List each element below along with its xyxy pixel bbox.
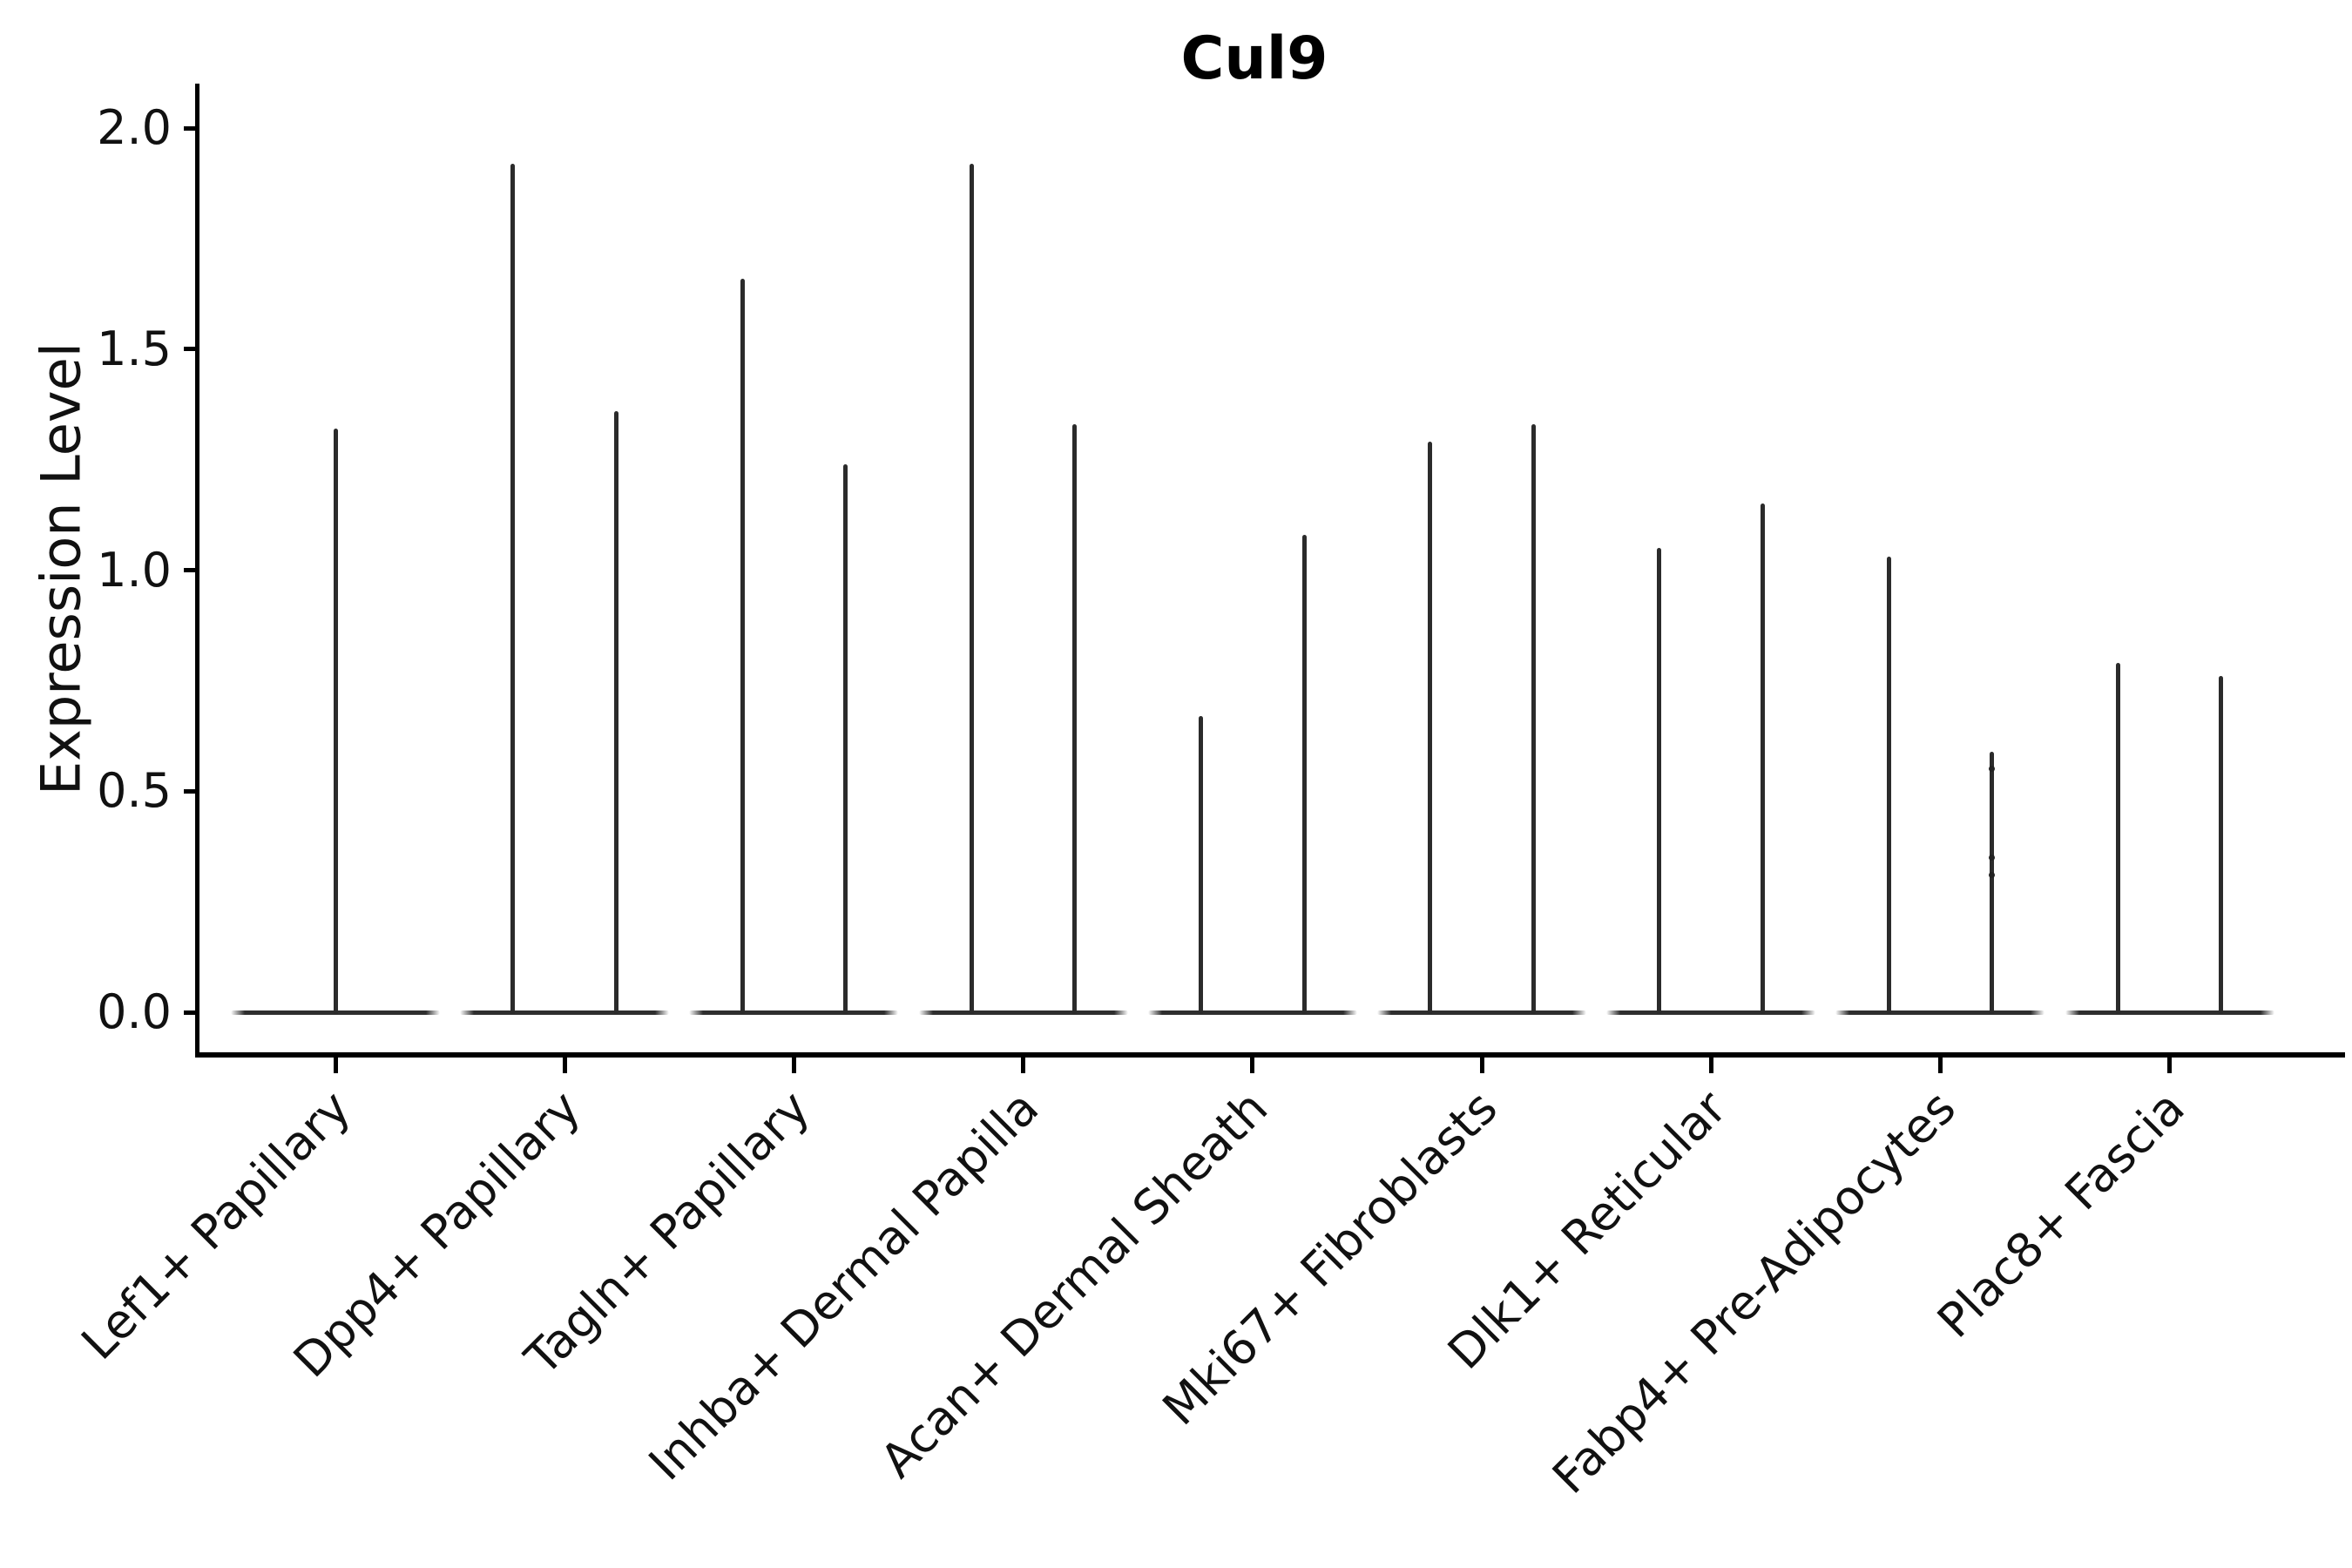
violin-spike xyxy=(740,278,745,1014)
y-tick xyxy=(184,568,198,572)
violin-spike xyxy=(1657,548,1662,1014)
violin-spike xyxy=(614,410,618,1014)
violin-spike xyxy=(969,163,974,1014)
y-tick-label: 0.5 xyxy=(97,763,172,819)
x-tick-label: Plac8+ Fascia xyxy=(1927,1080,2196,1348)
y-tick xyxy=(184,1010,198,1015)
violin-base xyxy=(2065,1010,2274,1015)
violin-spike xyxy=(1301,534,1307,1014)
violin-spike xyxy=(510,163,516,1014)
x-tick-label: Fabp4+ Pre-Adipocytes xyxy=(1542,1080,1966,1504)
violin-base xyxy=(1606,1010,1816,1015)
y-tick-label: 1.5 xyxy=(97,321,172,376)
violin-base xyxy=(1377,1010,1586,1015)
violin-spike xyxy=(2115,663,2120,1014)
y-tick-label: 1.0 xyxy=(97,542,172,598)
x-tick-label: Inhba+ Dermal Papilla xyxy=(638,1080,1050,1491)
violin-base xyxy=(918,1010,1128,1015)
chart-title: Cul9 xyxy=(1180,24,1328,93)
violin-base xyxy=(1147,1010,1357,1015)
expression-point xyxy=(1989,872,1996,879)
y-tick xyxy=(184,788,198,794)
x-tick xyxy=(1479,1054,1484,1073)
x-axis-spine xyxy=(195,1052,2345,1058)
x-tick xyxy=(1937,1054,1943,1073)
violin-base xyxy=(689,1010,899,1015)
y-tick-label: 2.0 xyxy=(97,100,172,155)
y-tick xyxy=(184,125,198,131)
violin-spike xyxy=(2219,676,2224,1014)
violin-base xyxy=(460,1010,670,1015)
y-tick-label: 0.0 xyxy=(97,984,172,1039)
x-tick xyxy=(562,1054,567,1073)
x-tick xyxy=(2167,1054,2173,1073)
violin-spike xyxy=(1990,751,1995,1014)
y-tick xyxy=(184,347,198,352)
x-tick xyxy=(333,1054,338,1073)
violin-spike xyxy=(1199,715,1203,1014)
violin-spike xyxy=(1761,504,1765,1014)
violin-spike xyxy=(1428,442,1433,1014)
x-tick xyxy=(791,1054,796,1073)
x-tick-label: Acan+ Dermal Sheath xyxy=(869,1080,1279,1489)
x-tick xyxy=(1708,1054,1713,1073)
expression-point xyxy=(1989,854,1996,861)
violin-spike xyxy=(1531,424,1536,1014)
violin-spike xyxy=(843,463,848,1014)
violin-base xyxy=(1835,1010,2045,1015)
violin-spike xyxy=(1072,424,1078,1014)
expression-point xyxy=(1989,766,1996,773)
violin-spike xyxy=(1886,557,1891,1014)
violin-spike xyxy=(333,429,338,1014)
x-tick xyxy=(1021,1054,1026,1073)
x-tick xyxy=(1250,1054,1255,1073)
